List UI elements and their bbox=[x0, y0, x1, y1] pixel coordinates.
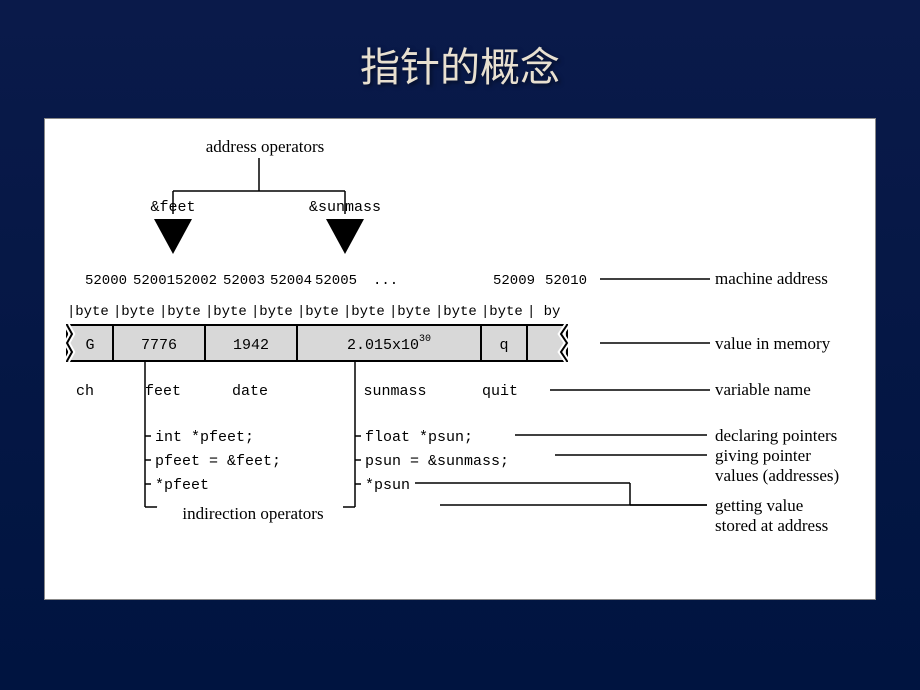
svg-text:|: | bbox=[159, 304, 167, 320]
svg-text:sunmass: sunmass bbox=[363, 383, 426, 400]
svg-text:address operators: address operators bbox=[206, 137, 325, 156]
svg-text:values (addresses): values (addresses) bbox=[715, 466, 839, 485]
svg-text:getting value: getting value bbox=[715, 496, 803, 515]
svg-text:variable name: variable name bbox=[715, 380, 811, 399]
svg-text:ch: ch bbox=[76, 383, 94, 400]
svg-text:|: | bbox=[435, 304, 443, 320]
svg-text:|: | bbox=[527, 304, 535, 320]
svg-text:machine address: machine address bbox=[715, 269, 828, 288]
svg-text:stored at address: stored at address bbox=[715, 516, 828, 535]
svg-text:|: | bbox=[251, 304, 259, 320]
svg-text:2.015x1030: 2.015x1030 bbox=[347, 334, 431, 354]
svg-text:52005: 52005 bbox=[315, 273, 357, 289]
svg-text:byte: byte bbox=[397, 304, 431, 320]
svg-text:|: | bbox=[343, 304, 351, 320]
svg-text:int *pfeet;: int *pfeet; bbox=[155, 429, 254, 446]
svg-text:&sunmass: &sunmass bbox=[309, 199, 381, 216]
svg-text:52004: 52004 bbox=[270, 273, 312, 289]
svg-text:pfeet = &feet;: pfeet = &feet; bbox=[155, 453, 281, 470]
svg-text:byte: byte bbox=[305, 304, 339, 320]
svg-text:date: date bbox=[232, 383, 268, 400]
svg-text:1942: 1942 bbox=[233, 337, 269, 354]
svg-text:by: by bbox=[544, 304, 561, 320]
svg-text:value in memory: value in memory bbox=[715, 334, 831, 353]
svg-text:quit: quit bbox=[482, 383, 518, 400]
svg-text:byte: byte bbox=[351, 304, 385, 320]
svg-text:G: G bbox=[85, 337, 94, 354]
svg-text:byte: byte bbox=[443, 304, 477, 320]
svg-text:float *psun;: float *psun; bbox=[365, 429, 473, 446]
svg-text:byte: byte bbox=[167, 304, 201, 320]
svg-text:52010: 52010 bbox=[545, 273, 587, 289]
svg-text:52002: 52002 bbox=[175, 273, 217, 289]
svg-text:|: | bbox=[297, 304, 305, 320]
svg-text:byte: byte bbox=[489, 304, 523, 320]
slide-title: 指针的概念 bbox=[0, 0, 920, 93]
svg-text:|: | bbox=[113, 304, 121, 320]
svg-text:byte: byte bbox=[259, 304, 293, 320]
svg-text:7776: 7776 bbox=[141, 337, 177, 354]
svg-text:...: ... bbox=[373, 273, 398, 289]
svg-text:*pfeet: *pfeet bbox=[155, 477, 209, 494]
svg-text:52009: 52009 bbox=[493, 273, 535, 289]
svg-text:q: q bbox=[499, 337, 508, 354]
svg-text:*psun: *psun bbox=[365, 477, 410, 494]
svg-text:byte: byte bbox=[75, 304, 109, 320]
svg-text:52000: 52000 bbox=[85, 273, 127, 289]
svg-text:52001: 52001 bbox=[133, 273, 175, 289]
svg-text:giving pointer: giving pointer bbox=[715, 446, 811, 465]
svg-text:indirection operators: indirection operators bbox=[182, 504, 323, 523]
svg-text:feet: feet bbox=[145, 383, 181, 400]
svg-text:|: | bbox=[205, 304, 213, 320]
svg-text:|: | bbox=[67, 304, 75, 320]
svg-text:52003: 52003 bbox=[223, 273, 265, 289]
svg-text:byte: byte bbox=[121, 304, 155, 320]
svg-text:psun = &sunmass;: psun = &sunmass; bbox=[365, 453, 509, 470]
svg-text:declaring pointers: declaring pointers bbox=[715, 426, 837, 445]
pointer-diagram: address operators&feet&sunmass 52000 52001… bbox=[44, 118, 876, 600]
svg-text:|: | bbox=[389, 304, 397, 320]
svg-text:|: | bbox=[481, 304, 489, 320]
svg-text:byte: byte bbox=[213, 304, 247, 320]
svg-text:&feet: &feet bbox=[150, 199, 195, 216]
